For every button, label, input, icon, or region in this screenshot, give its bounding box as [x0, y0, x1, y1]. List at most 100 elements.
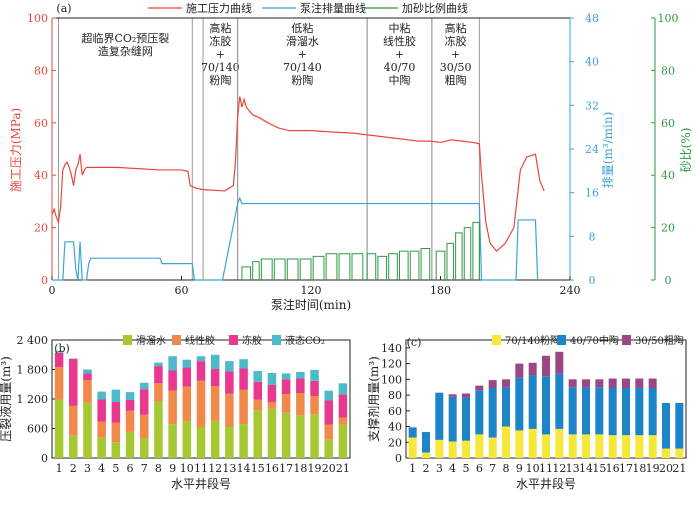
- stage-label: 高粘: [445, 21, 467, 35]
- x-tick-label: 0: [49, 284, 56, 297]
- stage-label: 低粘: [291, 21, 313, 35]
- x-tick-label: 60: [175, 284, 189, 297]
- x-tick-label: 18: [632, 462, 646, 475]
- bar-segment: [462, 393, 470, 398]
- bar-segment: [125, 399, 135, 411]
- x-axis-title: 水平井段号: [516, 476, 576, 491]
- legend-label: 加砂比例曲线: [402, 1, 468, 15]
- bar-segment: [528, 428, 537, 458]
- bar-segment: [296, 378, 305, 394]
- x-tick-label: 21: [336, 462, 350, 475]
- stage-label: 粗陶: [445, 73, 467, 87]
- bar-segment: [622, 378, 630, 388]
- bar-segment: [408, 427, 417, 438]
- bar-segment: [408, 437, 417, 458]
- bar-segment: [154, 366, 163, 384]
- bar-segment: [267, 372, 277, 385]
- bar-segment: [54, 352, 64, 368]
- bar-segment: [662, 402, 670, 449]
- legend-label: 70/140粉陶: [505, 334, 560, 347]
- bar-segment: [139, 389, 149, 415]
- bar-segment: [83, 373, 92, 381]
- stage-label: +: [451, 48, 460, 61]
- x-tick-label: 7: [489, 462, 496, 475]
- bar-segment: [125, 392, 135, 400]
- x-tick-label: 11: [539, 462, 553, 475]
- x-tick-label: 11: [194, 462, 208, 475]
- left-tick-label: 0: [41, 274, 48, 287]
- bar-segment: [253, 370, 263, 382]
- bar-segment: [97, 437, 106, 458]
- bar-segment: [196, 427, 206, 458]
- bar-segment: [502, 387, 510, 427]
- bar-segment: [239, 424, 248, 458]
- bar-segment: [196, 380, 206, 428]
- stage-label: 中陶: [388, 73, 410, 87]
- bar-segment: [324, 400, 333, 425]
- bar-segment: [568, 387, 577, 435]
- bar-segment: [675, 402, 684, 449]
- bar-segment: [267, 408, 277, 458]
- x-tick-label: 10: [526, 462, 540, 475]
- bar-segment: [196, 356, 206, 362]
- x-tick-label: 9: [169, 462, 176, 475]
- bar-segment: [595, 434, 604, 458]
- x-tick-label: 4: [98, 462, 105, 475]
- x-tick-label: 19: [308, 462, 322, 475]
- bar-segment: [475, 434, 484, 458]
- bar-segment: [296, 393, 305, 416]
- stage-label: 高粘: [209, 21, 231, 35]
- bar-segment: [225, 427, 234, 458]
- bar-segment: [488, 437, 497, 458]
- bar-segment: [281, 379, 291, 395]
- bar-segment: [111, 389, 121, 402]
- x-tick-label: 4: [449, 462, 456, 475]
- x-tick-label: 8: [503, 462, 510, 475]
- bar-segment: [239, 389, 248, 425]
- sand-ratio-step: [260, 258, 273, 280]
- legend-swatch: [272, 335, 281, 345]
- bar-segment: [622, 435, 630, 458]
- y-tick-label: 0: [395, 452, 402, 465]
- bar-segment: [168, 390, 177, 425]
- x-tick-label: 240: [560, 284, 581, 297]
- bar-segment: [338, 417, 348, 425]
- x-axis-title: 水平井段号: [171, 476, 231, 491]
- bar-segment: [267, 384, 277, 402]
- x-tick-label: 5: [463, 462, 470, 475]
- bar-segment: [154, 401, 163, 458]
- bar-segment: [168, 356, 177, 371]
- mid-tick-label: 48: [585, 12, 599, 25]
- bar-segment: [239, 359, 248, 369]
- bar-segment: [448, 394, 457, 397]
- sand-ratio-step: [338, 253, 351, 280]
- left-tick-label: 20: [34, 222, 48, 235]
- x-tick-label: 120: [301, 284, 322, 297]
- x-tick-label: 1: [56, 462, 63, 475]
- sand-ratio-step: [325, 253, 338, 280]
- bar-segment: [338, 383, 348, 395]
- bar-segment: [125, 410, 135, 432]
- x-tick-label: 16: [606, 462, 620, 475]
- bar-segment: [281, 394, 291, 413]
- bar-segment: [139, 382, 149, 390]
- bar-segment: [448, 396, 457, 442]
- bar-segment: [662, 448, 670, 458]
- x-tick-label: 17: [279, 462, 293, 475]
- bar-segment: [502, 379, 510, 388]
- stage-label: 造复杂缝网: [98, 44, 153, 58]
- x-tick-label: 180: [430, 284, 451, 297]
- bar-segment: [338, 424, 348, 458]
- mid-tick-label: 40: [585, 56, 599, 69]
- legend-swatch: [622, 335, 631, 345]
- mid-tick-label: 32: [585, 99, 599, 112]
- x-tick-label: 16: [265, 462, 279, 475]
- bar-segment: [435, 439, 444, 458]
- stage-label: 粉陶: [291, 73, 313, 87]
- sand-ratio-step: [273, 258, 286, 280]
- x-tick-label: 8: [155, 462, 162, 475]
- stage-label: 40/70: [384, 61, 416, 74]
- y-tick-label: 120: [381, 358, 402, 371]
- bar-segment: [595, 379, 604, 388]
